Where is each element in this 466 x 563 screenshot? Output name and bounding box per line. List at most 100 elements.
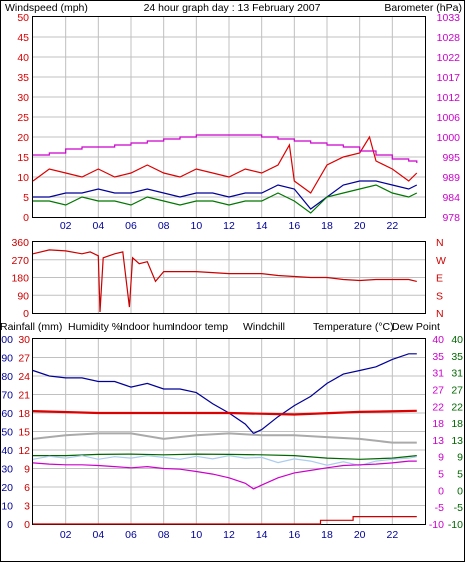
wind-tick-label: 10 xyxy=(17,172,29,184)
humidity-tick-label: 60 xyxy=(1,408,13,420)
windchill-line xyxy=(32,454,417,467)
barometer-tick-label: 1033 xyxy=(437,12,461,24)
temperature-tick-label: 18 xyxy=(451,418,463,430)
wind-tick-label: 30 xyxy=(17,92,29,104)
wind-x-tick-label: 22 xyxy=(386,220,398,232)
temperature-x-tick-label: 06 xyxy=(125,529,137,541)
legend-windchill: Windchill xyxy=(243,321,285,333)
direction-line xyxy=(32,249,417,313)
wind-x-tick-label: 02 xyxy=(60,220,72,232)
direction-tick-label: 180 xyxy=(11,273,29,285)
barometer-right-ticks: 978 984 989 995 1000 1006 1012 1017 1022 1028 1033 xyxy=(437,12,461,224)
temperature-x-ticks: 02 04 06 08 10 12 14 16 18 20 22 xyxy=(60,529,399,541)
dewpoint-tick-label: -10 xyxy=(429,519,444,531)
humidity-tick-label: 70 xyxy=(1,390,13,402)
wind-x-ticks: 02 04 06 08 10 12 14 16 18 20 22 xyxy=(60,220,399,232)
windavg-line xyxy=(33,180,418,210)
compass-tick-label: N xyxy=(436,308,444,320)
dewpoint-tick-label: 27 xyxy=(432,384,444,396)
temperature-x-tick-label: 14 xyxy=(256,529,268,541)
legend-temperature: Temperature (°C) xyxy=(313,321,394,333)
direction-plot-frame xyxy=(32,241,426,314)
wind-x-tick-label: 12 xyxy=(223,220,235,232)
direction-tick-label: 90 xyxy=(17,290,29,302)
dewpoint-tick-label: 0 xyxy=(438,485,444,497)
temperature-x-tick-label: 02 xyxy=(60,529,72,541)
chart-title: 24 hour graph day : 13 February 2007 xyxy=(144,2,321,14)
wind-x-tick-label: 20 xyxy=(354,220,366,232)
barometer-line xyxy=(33,134,418,163)
wind-tick-label: 45 xyxy=(17,32,29,44)
temperature-tick-label: 13 xyxy=(451,435,463,447)
dewpoint-tick-label: 22 xyxy=(432,401,444,413)
temperature-x-tick-label: 16 xyxy=(288,529,300,541)
wind-x-tick-label: 06 xyxy=(125,220,137,232)
temperature-series xyxy=(32,353,417,525)
barometer-tick-label: 995 xyxy=(442,152,460,164)
compass-tick-label: W xyxy=(436,255,446,267)
dewpoint-tick-label: 31 xyxy=(432,368,444,380)
dewpoint-tick-label: 5 xyxy=(438,469,444,481)
temperature-tick-label: 5 xyxy=(457,469,463,481)
temperature-right-ticks: -10 -10 -5 -5 0 0 5 5 9 9 13 13 18 18 22 22 27 27 31 31 35 35… xyxy=(429,334,463,531)
wind-axis-label: Windspeed (mph) xyxy=(5,2,88,14)
wind-tick-label: 35 xyxy=(17,72,29,84)
wind-left-ticks: 0 5 10 15 20 25 30 35 40 45 50 xyxy=(17,12,29,224)
humidity-line xyxy=(32,353,417,435)
humidity-tick-label: 10 xyxy=(1,501,13,513)
compass-tick-label: S xyxy=(436,290,443,302)
rain-tick-label: 6 xyxy=(24,482,30,494)
wind-tick-label: 20 xyxy=(17,132,29,144)
rain-tick-label: 0 xyxy=(24,519,30,531)
temperature-tick-label: -10 xyxy=(448,519,463,531)
wind-x-tick-label: 18 xyxy=(321,220,333,232)
rain-tick-label: 30 xyxy=(18,334,30,346)
rain-tick-label: 9 xyxy=(24,464,30,476)
temperature-tick-label: 9 xyxy=(457,452,463,464)
temperature-x-tick-label: 22 xyxy=(386,529,398,541)
temperature-x-tick-label: 12 xyxy=(223,529,235,541)
indoor-hum-line xyxy=(32,432,417,444)
humidity-tick-label: 90 xyxy=(1,353,13,365)
temperature-tick-label: 22 xyxy=(451,401,463,413)
temperature-x-tick-label: 18 xyxy=(321,529,333,541)
rain-tick-label: 24 xyxy=(18,371,30,383)
legend-rainfall: Rainfall (mm) xyxy=(0,321,62,333)
compass-tick-label: N xyxy=(436,237,444,249)
legend-humidity: Humidity % xyxy=(68,321,121,333)
dewpoint-tick-label: 40 xyxy=(432,334,444,346)
rain-tick-label: 21 xyxy=(18,390,30,402)
wind-x-tick-label: 14 xyxy=(256,220,268,232)
humidity-tick-label: 40 xyxy=(1,445,13,457)
wind-x-tick-label: 04 xyxy=(92,220,104,232)
wind-x-tick-label: 16 xyxy=(288,220,300,232)
dew-point-line xyxy=(32,460,417,490)
compass-tick-label: E xyxy=(436,273,443,285)
wind-tick-label: 0 xyxy=(23,212,29,224)
humidity-tick-label: 0 xyxy=(7,519,13,531)
wind-x-tick-label: 10 xyxy=(190,220,202,232)
gust-line xyxy=(33,184,418,214)
barometer-tick-label: 1012 xyxy=(437,92,461,104)
barometer-tick-label: 1022 xyxy=(437,52,461,64)
dewpoint-tick-label: -5 xyxy=(435,502,444,514)
dewpoint-tick-label: 35 xyxy=(432,351,444,363)
barometer-tick-label: 984 xyxy=(442,192,460,204)
temperature-x-tick-label: 20 xyxy=(354,529,366,541)
direction-series xyxy=(32,249,417,313)
barometer-tick-label: 978 xyxy=(442,212,460,224)
rain-tick-label: 15 xyxy=(18,427,30,439)
rain-tick-label: 27 xyxy=(18,353,30,365)
wind-tick-label: 40 xyxy=(17,52,29,64)
temperature-tick-label: 40 xyxy=(451,334,463,346)
temperature-tick-label: 31 xyxy=(451,368,463,380)
humidity-tick-label: 80 xyxy=(1,371,13,383)
temperature-panel: Rainfall (mm) Humidity % Indoor hum Indo… xyxy=(0,321,463,541)
temperature-tick-label: 0 xyxy=(457,485,463,497)
temperature-x-tick-label: 08 xyxy=(158,529,170,541)
